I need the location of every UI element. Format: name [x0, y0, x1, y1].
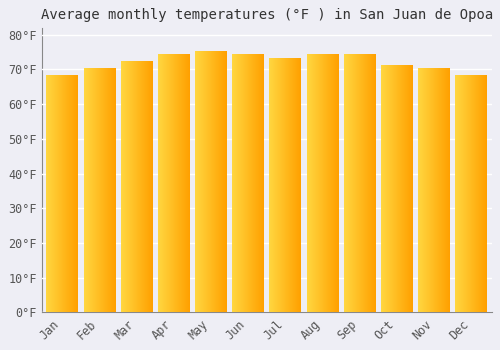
Title: Average monthly temperatures (°F ) in San Juan de Opoa: Average monthly temperatures (°F ) in Sa… — [40, 8, 493, 22]
